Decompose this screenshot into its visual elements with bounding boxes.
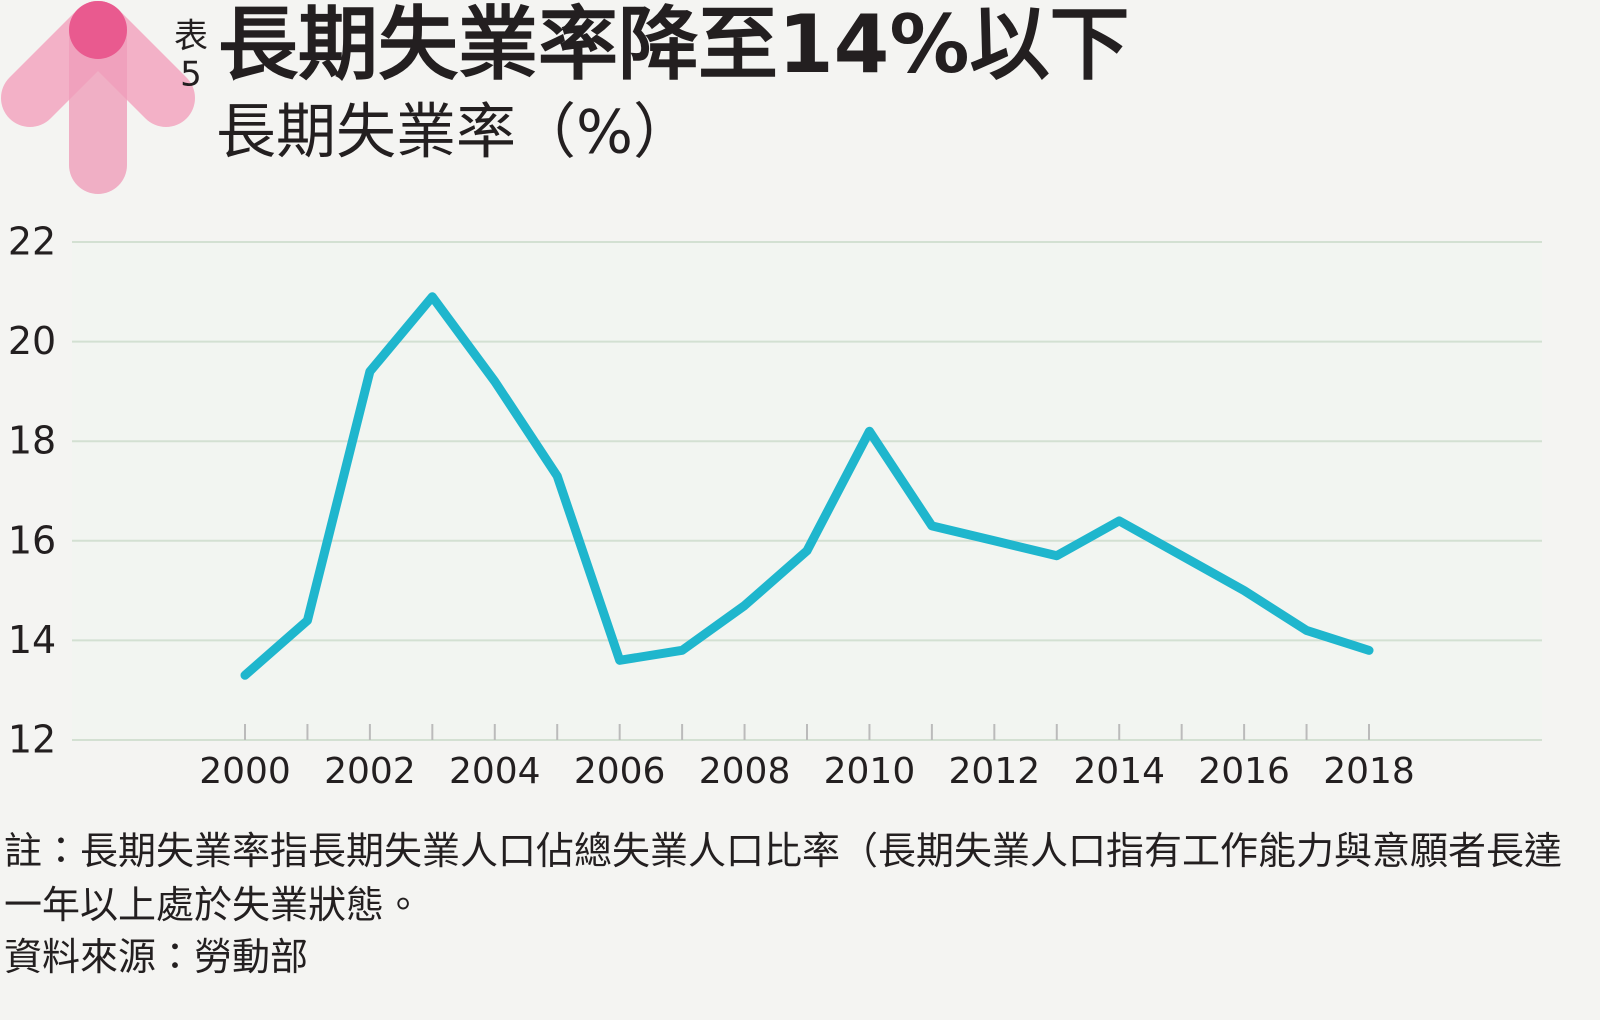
x-tick-label: 2012	[949, 751, 1041, 792]
x-tick-label: 2014	[1073, 751, 1165, 792]
y-tick-label: 20	[8, 319, 56, 363]
y-tick-label: 18	[8, 419, 56, 463]
x-tick-label: 2010	[824, 751, 916, 792]
x-tick-label: 2008	[699, 751, 791, 792]
figure-label: 表	[174, 17, 208, 57]
arrow-icon	[1, 1, 195, 194]
plot-area	[72, 242, 1542, 740]
x-tick-label: 2006	[574, 751, 666, 792]
chart-title: 長期失業率降至14%以下	[218, 0, 1129, 91]
data-line	[240, 292, 1374, 680]
y-tick-label: 12	[8, 718, 56, 762]
figure-label: 5	[180, 55, 202, 95]
chart-subtitle: 長期失業率（%）	[216, 98, 693, 168]
x-tick-label: 2002	[324, 751, 416, 792]
y-tick-label: 22	[8, 220, 56, 264]
x-tick-label: 2018	[1323, 751, 1415, 792]
x-tick-label: 2016	[1198, 751, 1290, 792]
note: 註：長期失業率指長期失業人口佔總失業人口比率（長期失業人口指有工作能力與意願者長…	[4, 829, 1563, 927]
x-tick-label: 2004	[449, 751, 541, 792]
x-tick-label: 2000	[199, 751, 291, 792]
y-tick-label: 16	[8, 518, 56, 562]
source: 資料來源：勞動部	[4, 935, 309, 979]
y-tick-label: 14	[8, 618, 56, 662]
